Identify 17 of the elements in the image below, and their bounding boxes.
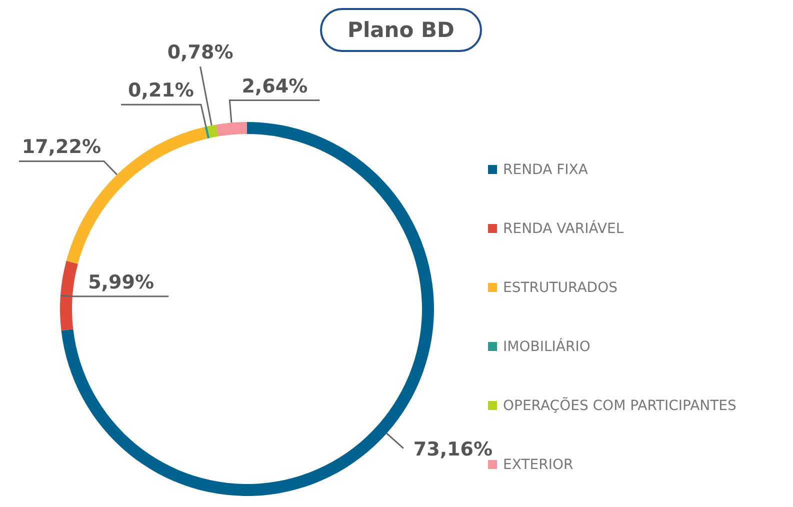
donut-slice: [60, 260, 78, 331]
legend-label: ESTRUTURADOS: [503, 280, 618, 296]
data-label: 17,22%: [22, 136, 102, 158]
donut-slice: [216, 122, 247, 136]
data-label: 2,64%: [242, 75, 308, 98]
data-label: 0,21%: [128, 80, 194, 102]
donut-slice: [207, 124, 218, 138]
data-label: 73,16%: [413, 438, 493, 460]
data-label: 0,78%: [167, 42, 234, 64]
donut-slice: [204, 126, 210, 139]
legend-label: RENDA FIXA: [503, 162, 588, 178]
legend-label: OPERAÇÕES COM PARTICIPANTES: [503, 398, 736, 414]
legend-label: RENDA VARIÁVEL: [503, 220, 624, 236]
legend-label: EXTERIOR: [503, 456, 574, 472]
data-label: 5,99%: [88, 271, 154, 294]
chart-title: Plano BD: [320, 8, 482, 52]
legend-label: IMOBILIÁRIO: [503, 338, 590, 354]
